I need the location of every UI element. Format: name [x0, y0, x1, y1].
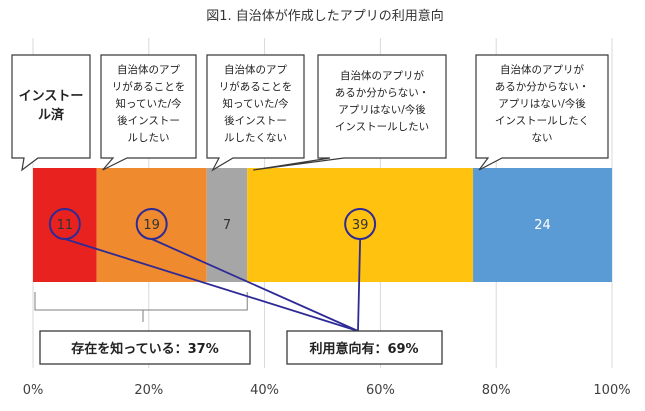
callout-label: インストールしたい [335, 121, 429, 133]
callout-label: 自治体のアプ [224, 63, 287, 76]
x-tick-label: 80% [482, 383, 511, 398]
callout-box [253, 54, 447, 171]
callout-label: 知っていた/今 [115, 97, 182, 110]
callout-label: 後インストー [117, 114, 180, 127]
callout-label: リがあることを [219, 80, 293, 93]
callout-label: ルしたい [128, 132, 170, 144]
aware-bracket [34, 292, 248, 311]
x-tick-label: 0% [23, 383, 44, 398]
callout-box [206, 54, 305, 172]
callout-label: インストールしたく [495, 115, 589, 127]
callout-label: あるか分からない・ [495, 81, 590, 93]
callout-label: 後インストー [224, 114, 287, 127]
callout-label: ない [532, 132, 553, 144]
callout-label: 知っていた/今 [222, 97, 289, 110]
callout-label: インストー [19, 89, 84, 104]
callout-label: ル済 [38, 107, 65, 123]
x-axis: 0% 20% 40% 60% 80% 100% [23, 383, 631, 398]
callout-label: リがあることを [112, 80, 186, 93]
data-label: 39 [352, 218, 369, 233]
x-tick-label: 20% [134, 383, 163, 398]
callout-box [100, 54, 197, 171]
connector-line [64, 238, 359, 332]
callout-label: あるか分からない・ [335, 87, 430, 99]
bar-segment [206, 168, 248, 282]
callout-label: 自治体のアプリが [500, 63, 584, 76]
data-label: 24 [534, 218, 551, 233]
callout-label: 自治体のアプリが [340, 69, 424, 82]
callout-label: ルしたくない [224, 132, 287, 144]
x-tick-label: 40% [250, 383, 279, 398]
connector-line [357, 238, 362, 332]
connector-line [151, 238, 359, 332]
x-tick-label: 60% [366, 383, 395, 398]
chart-title: 図1. 自治体が作成したアプリの利用意向 [206, 8, 444, 24]
bar-segment [96, 168, 207, 282]
callout-box [475, 54, 609, 171]
aware-annotation-box [39, 330, 251, 365]
data-label: 11 [57, 218, 74, 233]
intent-annotation-text: 利用意向有：69% [309, 341, 418, 357]
data-label: 7 [223, 218, 231, 233]
x-tick-label: 100% [593, 383, 630, 398]
callout-label: 自治体のアプ [117, 63, 180, 76]
annotation-overlay: 存在を知っている：37% 利用意向有：69% [34, 208, 443, 365]
callout-boxes: インストール済自治体のアプリがあることを知っていた/今後インストールしたい自治体… [11, 54, 609, 172]
aware-annotation-text: 存在を知っている：37% [71, 341, 218, 357]
bar-segment [473, 168, 612, 282]
callout-label: アプリはない/今後 [498, 97, 586, 110]
bar-segments: 11 19 7 39 24 [33, 168, 612, 282]
callout-label: アプリはない/今後 [338, 103, 426, 116]
intent-annotation-box [286, 330, 443, 365]
callout-box [11, 54, 91, 172]
data-label: 19 [143, 218, 160, 233]
bar-segment [33, 168, 97, 282]
